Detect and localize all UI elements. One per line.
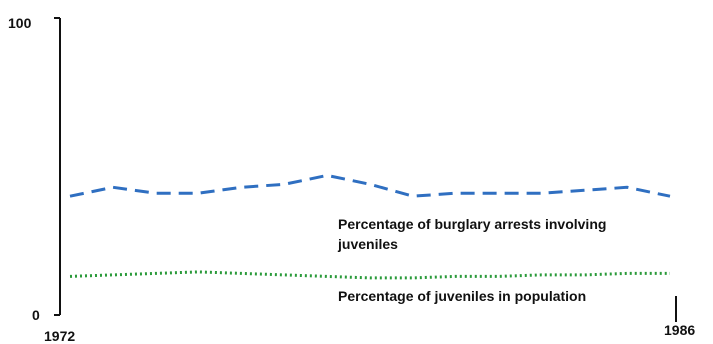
y-tick-label-max: 100 [8,15,32,31]
series-label-burglary-line-2: juveniles [337,236,398,252]
data-point-burglary-1976 [241,187,242,188]
data-point-burglary-1979 [370,184,371,185]
series-label-burglary-line-1: Percentage of burglary arrests involving [338,216,606,232]
data-point-population-1982 [498,276,499,277]
data-point-burglary-1982 [498,193,499,194]
data-point-population-1977 [284,274,285,275]
data-point-population-1985 [627,273,628,274]
data-point-burglary-1978 [327,175,328,176]
series-layer [69,173,671,280]
data-point-burglary-1975 [198,193,199,194]
series-label-population: Percentage of juveniles in population [338,288,586,304]
data-point-burglary-1977 [284,184,285,185]
data-point-population-1975 [198,271,199,272]
data-point-burglary-1974 [155,193,156,194]
series-line-burglary-arrests [69,173,671,198]
x-tick-label-start: 1972 [44,328,75,344]
y-tick-label-min: 0 [32,307,40,323]
series-line-juveniles-population [69,270,670,280]
data-point-population-1980 [412,277,413,278]
data-point-population-1973 [112,274,113,275]
x-tick-label-end: 1986 [664,322,695,338]
data-point-burglary-1981 [455,193,456,194]
data-point-burglary-1980 [412,196,413,197]
data-point-population-1984 [584,274,585,275]
data-point-burglary-1983 [541,193,542,194]
